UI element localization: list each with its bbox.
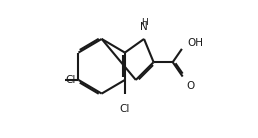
Text: Cl: Cl xyxy=(66,75,76,85)
Text: H: H xyxy=(141,18,147,27)
Text: OH: OH xyxy=(188,38,204,48)
Text: Cl: Cl xyxy=(120,104,130,114)
Text: O: O xyxy=(186,81,195,91)
Text: N: N xyxy=(140,22,148,32)
